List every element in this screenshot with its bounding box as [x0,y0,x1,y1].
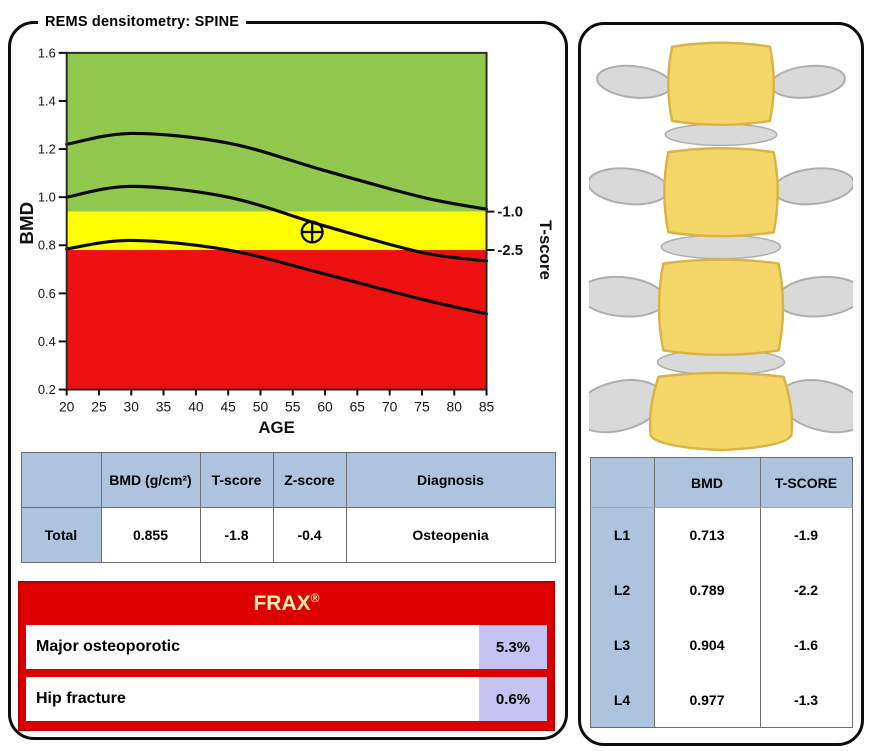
svg-text:1.2: 1.2 [38,141,56,156]
header-empty [20,452,102,508]
diagnosis-value: Osteopenia [345,507,556,563]
z-score-value: -0.4 [272,507,347,563]
svg-text:70: 70 [382,398,398,414]
bmd-value: 0.977 [653,672,761,728]
bmd-age-chart-area: 20 25 30 35 40 45 50 55 60 65 70 75 80 85 1.6 1.4 1.2 1.0… [18,40,558,445]
row-label: L1 [589,507,655,563]
transverse-process [770,64,846,99]
svg-text:-1.0: -1.0 [497,205,523,221]
svg-text:65: 65 [350,398,366,414]
row-label: L2 [589,562,655,618]
transverse-process [589,167,670,206]
svg-text:50: 50 [253,398,269,414]
intervertebral-disc [664,123,778,147]
frax-title: FRAX® [26,583,547,625]
frax-row-label: Major osteoporotic [36,638,181,655]
svg-text:25: 25 [91,398,107,414]
t-score-value: -1.6 [759,617,853,673]
spine-panel: BMD T-SCORE L1 0.713 -1.9 L2 0.789 -2.2 … [578,22,864,746]
y2-axis-label: T-score [536,220,555,280]
svg-text:-2.5: -2.5 [497,243,523,259]
svg-text:55: 55 [285,398,301,414]
frax-row-value: 0.6% [479,677,547,721]
t-score-value: -1.9 [759,507,853,563]
row-label: L4 [589,672,655,728]
svg-text:35: 35 [156,398,172,414]
x-axis-label: AGE [258,418,294,437]
svg-text:0.4: 0.4 [38,334,56,349]
bmd-value: 0.789 [653,562,761,618]
bmd-age-chart: 20 25 30 35 40 45 50 55 60 65 70 75 80 85 1.6 1.4 1.2 1.0… [18,45,555,437]
t-score-value: -2.2 [759,562,853,618]
frax-row-value: 5.3% [479,625,547,669]
svg-text:20: 20 [59,398,75,414]
transverse-process [772,167,853,206]
table-row-l2: L2 0.789 -2.2 [589,562,853,618]
table-row-l1: L1 0.713 -1.9 [589,507,853,563]
lumbar-spine-render [589,41,853,452]
results-header-row: BMD (g/cm²) T-score Z-score Diagnosis [20,452,556,508]
svg-text:1.4: 1.4 [38,93,56,108]
table-row-l3: L3 0.904 -1.6 [589,617,853,673]
chart-plot: 20 25 30 35 40 45 50 55 60 65 70 75 80 85 1.6 1.4 1.2 1.0… [38,45,523,414]
frax-row-label: Hip fracture [36,690,126,707]
bmd-value: 0.855 [100,507,201,563]
bmd-value: 0.904 [653,617,761,673]
header-t-score: T-score [199,452,274,508]
transverse-process [596,64,672,99]
t-score-value: -1.8 [199,507,274,563]
frax-row-hip-fracture: Hip fracture 0.6% [26,677,547,721]
svg-text:40: 40 [188,398,204,414]
panel-legend: REMS densitometry: SPINE [45,14,240,30]
svg-text:80: 80 [447,398,463,414]
patient-marker [300,220,324,244]
svg-text:45: 45 [220,398,236,414]
registered-mark: ® [310,591,320,605]
svg-text:85: 85 [479,398,495,414]
table-row-l4: L4 0.977 -1.3 [589,672,853,728]
header-t-score: T-SCORE [759,457,853,508]
t-score-value: -1.3 [759,672,853,728]
svg-text:1.0: 1.0 [38,190,56,205]
svg-text:0.6: 0.6 [38,286,56,301]
bmd-value: 0.713 [653,507,761,563]
frax-panel: FRAX® Major osteoporotic 5.3% Hip fractu… [18,581,555,731]
header-z-score: Z-score [272,452,347,508]
intervertebral-disc [660,234,782,260]
vertebra-table: BMD T-SCORE L1 0.713 -1.9 L2 0.789 -2.2 … [589,457,853,728]
vertebra-l2 [663,147,779,238]
svg-text:1.6: 1.6 [38,45,56,60]
svg-text:0.8: 0.8 [38,238,56,253]
table-row-total: Total 0.855 -1.8 -0.4 Osteopenia [20,507,556,563]
svg-text:60: 60 [317,398,333,414]
zone-osteopenia [66,211,487,251]
curve-reference-upper [65,131,489,211]
transverse-process [589,275,667,318]
header-empty [589,457,655,508]
y-axis-label: BMD [18,202,37,245]
frax-row-major-osteoporotic: Major osteoporotic 5.3% [26,625,547,669]
header-bmd: BMD (g/cm²) [100,452,201,508]
total-results-table: BMD (g/cm²) T-score Z-score Diagnosis To… [20,452,556,563]
rems-densitometry-panel: REMS densitometry: SPINE 20 25 30 35 40 45 50 5… [8,14,568,740]
frax-title-text: FRAX [253,592,311,615]
svg-text:75: 75 [414,398,430,414]
vertebra-l1 [667,41,775,127]
transverse-process [775,275,853,318]
header-bmd: BMD [653,457,761,508]
svg-text:30: 30 [124,398,140,414]
curve-reference-median [65,184,489,263]
svg-text:0.2: 0.2 [38,382,56,397]
zone-osteoporosis [66,250,487,390]
row-label: L3 [589,617,655,673]
header-diagnosis: Diagnosis [345,452,556,508]
row-label: Total [20,507,102,563]
vertebra-l3 [657,258,785,357]
vertebra-header-row: BMD T-SCORE [589,457,853,508]
vertebra-l4 [648,371,794,452]
curve-reference-lower [65,238,489,316]
